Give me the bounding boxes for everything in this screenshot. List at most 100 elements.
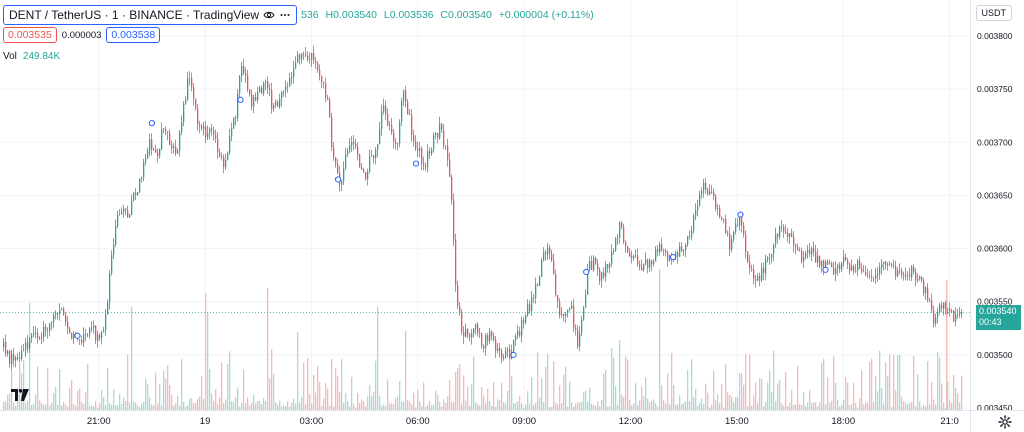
volume-bar — [117, 405, 119, 410]
candle-body — [919, 276, 921, 280]
candle-body — [687, 236, 689, 245]
volume-bar — [227, 364, 229, 410]
volume-bar — [753, 395, 755, 410]
candle-body — [743, 225, 745, 235]
volume-bar — [37, 366, 39, 410]
candle-body — [697, 205, 699, 211]
volume-bar — [911, 402, 913, 410]
settings-gear-icon[interactable] — [998, 415, 1012, 429]
eye-icon[interactable] — [263, 9, 275, 21]
volume-bar — [155, 372, 157, 410]
ask-price[interactable]: 0.003538 — [106, 27, 161, 43]
volume-bar — [33, 403, 35, 410]
candle-body — [179, 131, 181, 151]
volume-bar — [41, 402, 43, 410]
volume-bar — [311, 403, 313, 410]
legend-row: DENT / TetherUS · 1 · BINANCE · TradingV… — [3, 4, 598, 26]
volume-bar — [853, 382, 855, 410]
price-tick-label: 0.003550 — [977, 297, 1013, 307]
candle-body — [597, 263, 599, 270]
candle-body — [309, 59, 311, 61]
volume-bar — [279, 400, 281, 410]
volume-bar — [915, 406, 917, 410]
volume-bar — [909, 402, 911, 410]
volume-bar — [823, 358, 825, 410]
candle-body — [319, 69, 321, 76]
candle-body — [109, 273, 111, 303]
candle-body — [37, 332, 39, 339]
candle-body — [529, 304, 531, 312]
candle-body — [499, 348, 501, 351]
volume-bar — [415, 407, 417, 410]
volume-bar — [95, 400, 97, 410]
candle-body — [129, 214, 131, 218]
close-icon[interactable] — [279, 9, 291, 21]
candle-body — [135, 192, 137, 195]
candle-body — [691, 230, 693, 238]
volume-bar — [413, 392, 415, 410]
candle-body — [311, 52, 313, 60]
candle-body — [563, 314, 565, 317]
volume-bar — [409, 401, 411, 410]
volume-bar — [261, 403, 263, 410]
spread-value: 0.000003 — [61, 29, 102, 41]
volume-bar — [303, 362, 305, 410]
volume-bar — [169, 385, 171, 410]
candle-body — [147, 150, 149, 159]
volume-bars — [3, 269, 963, 410]
candle-body — [275, 101, 277, 106]
candle-body — [925, 287, 927, 294]
candle-body — [755, 279, 757, 281]
candle-body — [139, 178, 141, 193]
volume-bar — [423, 382, 425, 410]
volume-bar — [17, 394, 19, 410]
candle-body — [503, 357, 505, 359]
candle-body — [521, 320, 523, 336]
volume-bar — [263, 398, 265, 410]
bid-price[interactable]: 0.003535 — [3, 27, 57, 43]
candle-body — [515, 335, 517, 340]
volume-bar — [121, 403, 123, 410]
candle-body — [79, 339, 81, 341]
volume-bar — [299, 402, 301, 410]
time-axis[interactable]: 21:00 19 03:00 06:00 09:00 12:00 15:00 18:00 21:… — [0, 410, 1024, 428]
time-tick-label: 21:0 — [940, 416, 959, 427]
volume-bar — [499, 400, 501, 410]
time-tick-label: 03:00 — [300, 416, 324, 427]
volume-bar — [287, 401, 289, 410]
candle-body — [865, 272, 867, 276]
volume-bar — [217, 403, 219, 410]
volume-bar — [319, 382, 321, 410]
candle-body — [605, 264, 607, 277]
candle-body — [795, 244, 797, 248]
candle-body — [57, 313, 59, 315]
candle-body — [341, 181, 343, 185]
symbol-box[interactable]: DENT / TetherUS · 1 · BINANCE · TradingV… — [3, 5, 298, 25]
price-axis[interactable]: 0.003800 0.003750 0.003700 0.003650 0.003600… — [970, 0, 1013, 432]
candle-body — [457, 285, 459, 306]
candle-body — [313, 52, 315, 61]
candle-body — [59, 310, 61, 315]
volume-bar — [579, 402, 581, 410]
bar-countdown: 00:43 — [979, 317, 1002, 327]
volume-bar — [189, 398, 191, 410]
volume-bar — [353, 403, 355, 410]
candle-body — [833, 267, 835, 274]
volume-bar — [377, 306, 379, 410]
volume-bar — [871, 358, 873, 410]
currency-badge[interactable]: USDT — [975, 5, 1012, 21]
candle-body — [207, 132, 209, 138]
candle-body — [111, 254, 113, 274]
symbol-title[interactable]: DENT / TetherUS · 1 · BINANCE · TradingV… — [9, 8, 260, 22]
volume-bar — [503, 402, 505, 410]
volume-bar — [577, 402, 579, 410]
volume-bar — [331, 358, 333, 410]
volume-bar — [367, 396, 369, 410]
volume-bar — [153, 405, 155, 410]
candle-body — [791, 233, 793, 237]
volume-bar — [645, 377, 647, 410]
volume-bar — [737, 397, 739, 410]
volume-bar — [729, 394, 731, 410]
